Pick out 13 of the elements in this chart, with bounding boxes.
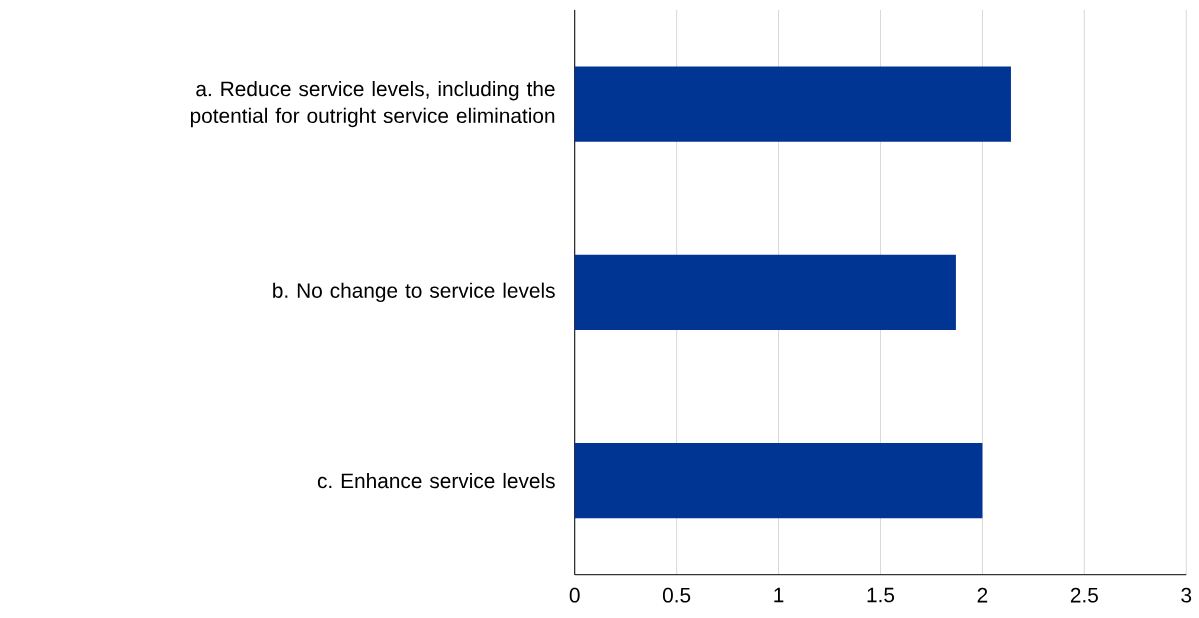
bar xyxy=(574,254,956,331)
x-tick-label: 1 xyxy=(774,588,784,603)
bar xyxy=(574,66,1011,142)
x-tick-label: 2.5 xyxy=(1070,588,1098,603)
x-tick-label: 2 xyxy=(977,588,988,603)
y-tick-label: a. Reduce service levels, including the potential for outright service elimination xyxy=(190,81,555,128)
bar xyxy=(574,443,983,519)
x-tick-label: 0 xyxy=(569,588,580,603)
x-tick-label: 3 xyxy=(1181,588,1192,603)
x-tick-label: 1.5 xyxy=(867,588,895,603)
x-tick-label: 0.5 xyxy=(662,588,691,603)
y-tick-label: b. No change to service levels xyxy=(273,282,555,303)
y-tick-label: c. Enhance service levels xyxy=(317,473,555,489)
